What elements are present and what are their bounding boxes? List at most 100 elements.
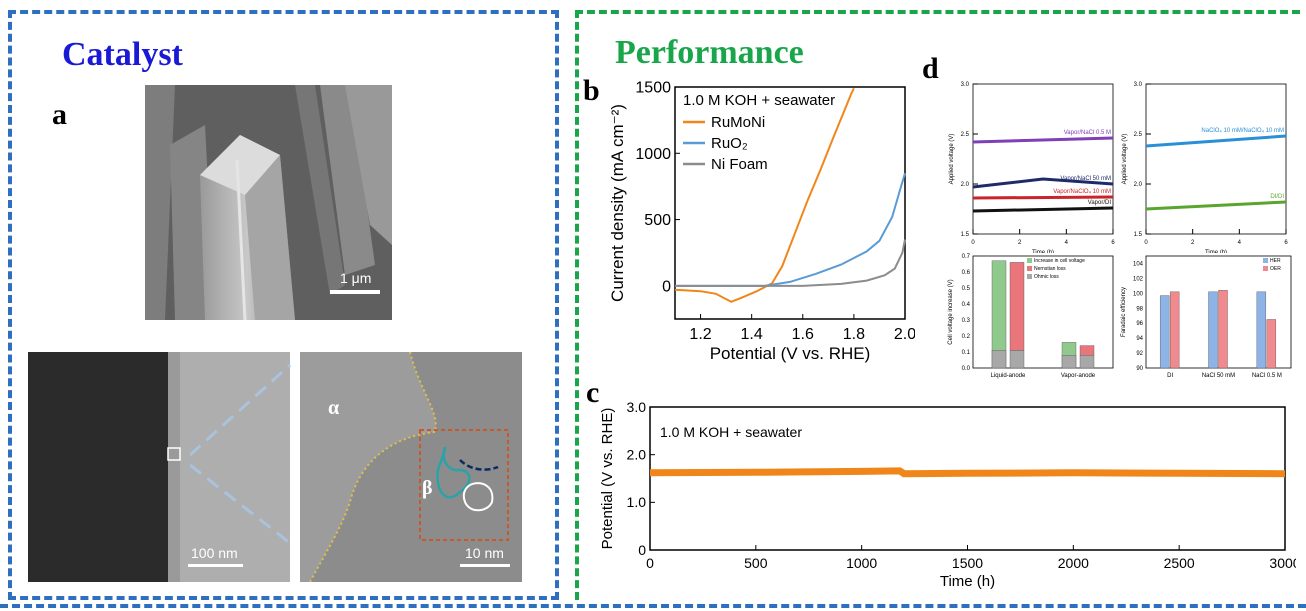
x-axis-label: Time (h) [1205, 250, 1227, 253]
legend-swatch-1 [1027, 266, 1032, 271]
tem-image-left: 100 nm [28, 352, 290, 582]
x-tick-label: 2 [1191, 240, 1195, 246]
x-tick-label: NaCl 0.5 M [1252, 373, 1282, 379]
legend-label-1: RuO₂ [711, 135, 748, 152]
legend-label-2: Ni Foam [711, 156, 768, 173]
plot-frame [1145, 83, 1287, 235]
bar-2-1 [1266, 319, 1277, 369]
series-line-2 [972, 195, 1114, 200]
y-axis-label: Applied voltage (V) [949, 134, 955, 185]
y-tick-label: 1.5 [961, 232, 970, 238]
panel-b-label: b [583, 74, 600, 107]
x-tick-label: 1.6 [792, 326, 814, 343]
performance-title: Performance [615, 34, 804, 71]
x-tick-label: 2 [1018, 240, 1022, 246]
series-label-1: Vapor/NaCl 50 mM [1060, 176, 1111, 182]
chart-d3: 0.0 0.1 0.2 0.3 0.4 0.5 0.6 0.7 Cell voltage inc… [948, 254, 1114, 379]
series-label-2: Vapor/NaClO₄ 10 mM [1053, 189, 1111, 195]
plot-frame [972, 255, 1114, 369]
y-tick-label: 0.3 [962, 318, 971, 324]
x-axis-label: Time (h) [940, 573, 995, 590]
y-tick-label: 2.0 [1134, 182, 1143, 188]
y-tick-label: 1.0 [627, 494, 647, 510]
chart-b: 1.2 1.4 1.6 1.8 2.0 0 500 1000 1500 Potential (V … [608, 80, 915, 363]
x-tick-label: 1000 [846, 555, 877, 571]
y-tick-label: 0 [638, 542, 646, 558]
y-tick-label: 0.1 [962, 350, 971, 356]
y-tick-label: 1.5 [1134, 232, 1143, 238]
series-line-0 [649, 467, 1286, 478]
y-tick-label: 2.0 [627, 447, 647, 463]
x-tick-label: 2.0 [894, 326, 915, 343]
y-tick-label: 2.5 [961, 132, 970, 138]
y-tick-label: 500 [644, 212, 671, 229]
catalyst-title: Catalyst [62, 36, 183, 73]
x-tick-label: 1.4 [741, 326, 763, 343]
series-label-3: Vapor/DI [1088, 200, 1112, 206]
y-tick-label: 3.0 [1134, 82, 1143, 88]
legend-swatch-2 [1027, 274, 1032, 279]
y-tick-label: 100 [1133, 291, 1144, 297]
x-tick-label: 4 [1238, 240, 1242, 246]
x-tick-label: 0 [971, 240, 975, 246]
legend-label-0: RuMoNi [711, 114, 765, 131]
series-line-0 [674, 87, 855, 303]
bar-2-0 [1256, 291, 1267, 369]
legend-label-2: Ohmic loss [1034, 274, 1059, 280]
y-tick-label: 1000 [635, 146, 671, 163]
x-tick-label: 1500 [952, 555, 983, 571]
x-axis-label: Potential (V vs. RHE) [710, 344, 871, 363]
legend-swatch-0 [1263, 258, 1268, 263]
x-tick-label: DI [1167, 373, 1173, 379]
y-tick-label: 0.4 [962, 302, 971, 308]
y-tick-label: 0 [662, 278, 671, 295]
beta-label: β [422, 477, 433, 499]
y-tick-label: 94 [1136, 336, 1143, 342]
x-axis-label: Time (h) [1032, 250, 1054, 253]
panel-a-label: a [52, 98, 67, 131]
performance-frame [575, 10, 1300, 600]
y-axis-label: Current density (mA cm⁻²) [608, 104, 627, 302]
chart-d2: 0 2 4 6 1.5 2.0 2.5 3.0 Time (h) Applied voltage … [1122, 82, 1288, 253]
series-label-0: NaClO₄ 10 mM/NaClO₄ 10 mM [1201, 128, 1284, 134]
chart-c-annotation: 1.0 M KOH + seawater [660, 424, 802, 440]
y-tick-label: 102 [1133, 276, 1144, 282]
series-line-1 [675, 172, 906, 287]
y-tick-label: 3.0 [627, 399, 647, 415]
y-axis-label: Faradaic efficiency [1121, 287, 1127, 337]
series-line-0 [1145, 134, 1287, 148]
x-tick-label: 0 [646, 555, 654, 571]
x-tick-label: 0 [1144, 240, 1148, 246]
tem-left-scale-label: 100 nm [191, 545, 238, 561]
series-line-2 [675, 239, 906, 287]
x-tick-label: 1.8 [843, 326, 865, 343]
bar-0-3 [991, 350, 1007, 369]
zoom-lines [190, 363, 292, 545]
tem-image-right: α β 10 nm [300, 352, 522, 582]
bar-0-1 [1169, 291, 1180, 369]
chart-b-annotation: 1.0 M KOH + seawater [683, 92, 835, 109]
bar-0-2 [1009, 350, 1025, 369]
chart-d4: 90 92 94 96 98 100 102 104 Faradaic efficiency DI… [1121, 255, 1292, 379]
bar-1-2 [1079, 354, 1095, 369]
y-axis-label: Applied voltage (V) [1122, 134, 1128, 185]
x-tick-label: Liquid-anode [991, 373, 1026, 379]
x-tick-label: 6 [1284, 240, 1288, 246]
bar-0-0 [1159, 295, 1170, 369]
series-label-0: Vapor/NaCl 0.5 M [1064, 130, 1111, 136]
alpha-label: α [328, 397, 339, 419]
x-tick-label: 6 [1111, 240, 1115, 246]
y-tick-label: 1500 [635, 80, 671, 97]
y-tick-label: 104 [1133, 261, 1144, 267]
chart-d1: 0 2 4 6 1.5 2.0 2.5 3.0 Time (h) Applied voltage … [949, 82, 1115, 253]
y-tick-label: 92 [1136, 351, 1143, 357]
y-tick-label: 2.5 [1134, 132, 1143, 138]
x-tick-label: 4 [1065, 240, 1069, 246]
legend-label-1: Nernstian loss [1034, 266, 1066, 272]
sem-image: 1 μm [145, 85, 392, 320]
legend-swatch-1 [1263, 266, 1268, 271]
y-tick-label: 2.0 [961, 182, 970, 188]
plot-frame [972, 83, 1114, 235]
y-axis-label: Potential (V vs. RHE) [599, 408, 616, 550]
